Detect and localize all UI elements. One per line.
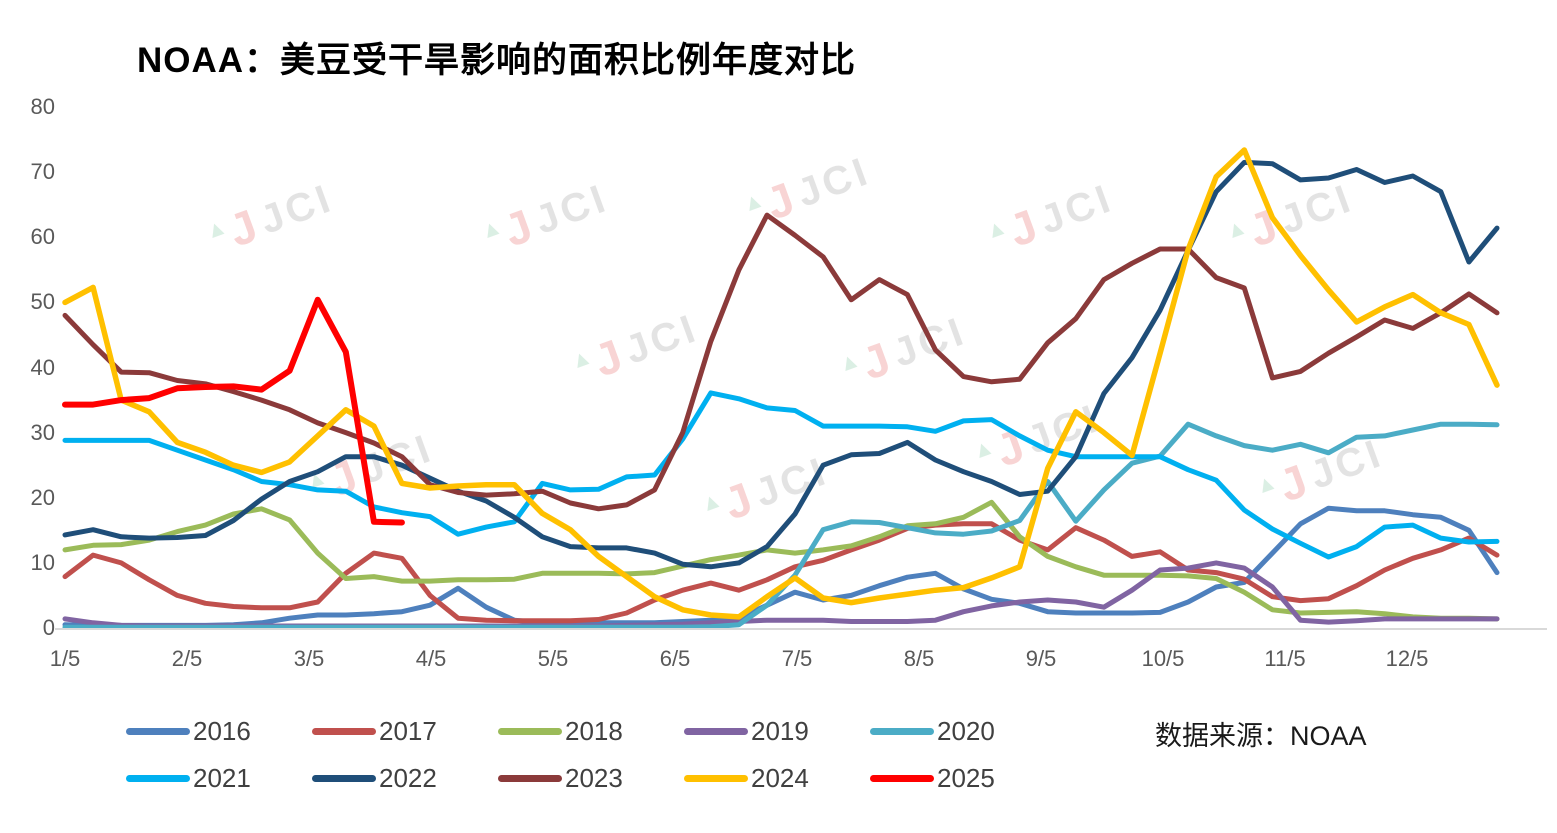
x-axis-label-1-5: 1/5 xyxy=(49,646,81,671)
y-axis-label-20: 20 xyxy=(30,484,55,510)
chart-title: NOAA：美豆受干旱影响的面积比例年度对比 xyxy=(137,41,857,80)
y-axis-label-80: 80 xyxy=(30,94,55,119)
legend-label-2021: 2021 xyxy=(193,763,251,793)
y-axis-label-60: 60 xyxy=(30,224,55,250)
x-axis-label-4-5: 4/5 xyxy=(415,646,447,671)
series-line-2018 xyxy=(62,499,1500,622)
legend-item-2025: 2025 xyxy=(870,755,1056,802)
x-axis-label-12-5: 12/5 xyxy=(1385,646,1429,671)
x-axis-label-11-5: 11/5 xyxy=(1264,646,1306,671)
legend-item-2024: 2024 xyxy=(684,755,870,802)
x-axis-label-9-5: 9/5 xyxy=(1025,646,1057,671)
legend-item-2018: 2018 xyxy=(498,708,684,755)
legend-item-2021: 2021 xyxy=(126,755,312,802)
legend-label-2022: 2022 xyxy=(379,763,437,793)
legend-label-2016: 2016 xyxy=(193,716,251,746)
legend-item-2023: 2023 xyxy=(498,755,684,802)
legend-swatch-2025 xyxy=(870,775,934,782)
y-axis-label-50: 50 xyxy=(30,289,55,315)
legend-label-2019: 2019 xyxy=(751,716,809,746)
legend-swatch-2020 xyxy=(870,728,934,735)
legend-swatch-2023 xyxy=(498,775,562,782)
series-line-2023 xyxy=(62,212,1500,512)
series-line-2024 xyxy=(62,147,1500,620)
legend-label-2023: 2023 xyxy=(565,763,623,793)
x-axis-label-8-5: 8/5 xyxy=(903,646,935,671)
x-axis-label-2-5: 2/5 xyxy=(171,646,203,671)
x-axis-line xyxy=(55,628,1547,630)
legend-swatch-2017 xyxy=(312,728,376,735)
legend-swatch-2022 xyxy=(312,775,376,782)
y-axis-label-30: 30 xyxy=(30,419,55,445)
legend-item-2019: 2019 xyxy=(684,708,870,755)
legend-label-2018: 2018 xyxy=(565,716,623,746)
legend-label-2024: 2024 xyxy=(751,763,809,793)
series-line-2025 xyxy=(62,296,405,526)
y-axis-label-70: 70 xyxy=(30,159,55,185)
legend-item-2020: 2020 xyxy=(870,708,1056,755)
x-axis-label-7-5: 7/5 xyxy=(781,646,813,671)
series-line-2017 xyxy=(62,521,1500,624)
legend-swatch-2019 xyxy=(684,728,748,735)
legend-item-2016: 2016 xyxy=(126,708,312,755)
series-line-2022 xyxy=(62,159,1500,570)
legend-item-2017: 2017 xyxy=(312,708,498,755)
x-axis-label-3-5: 3/5 xyxy=(293,646,325,671)
legend-label-2017: 2017 xyxy=(379,716,437,746)
legend-label-2025: 2025 xyxy=(937,763,995,793)
x-axis-label-10-5: 10/5 xyxy=(1141,646,1185,671)
legend-swatch-2024 xyxy=(684,775,748,782)
y-axis-label-0: 0 xyxy=(42,615,55,640)
x-axis-label-5-5: 5/5 xyxy=(537,646,569,671)
legend-label-2020: 2020 xyxy=(937,716,995,746)
legend-swatch-2016 xyxy=(126,728,190,735)
y-axis-label-40: 40 xyxy=(30,354,55,380)
legend-swatch-2021 xyxy=(126,775,190,782)
y-axis-label-10: 10 xyxy=(30,549,55,575)
legend-item-2022: 2022 xyxy=(312,755,498,802)
data-source-label: 数据来源：NOAA xyxy=(1155,721,1367,751)
series-line-2021 xyxy=(62,390,1500,560)
x-axis-label-6-5: 6/5 xyxy=(659,646,691,671)
legend-swatch-2018 xyxy=(498,728,562,735)
legend: 2016 2017 2018 2019 2020 2021 2022 2023 2024 2025 xyxy=(126,708,1086,802)
series-line-2016 xyxy=(62,505,1500,628)
